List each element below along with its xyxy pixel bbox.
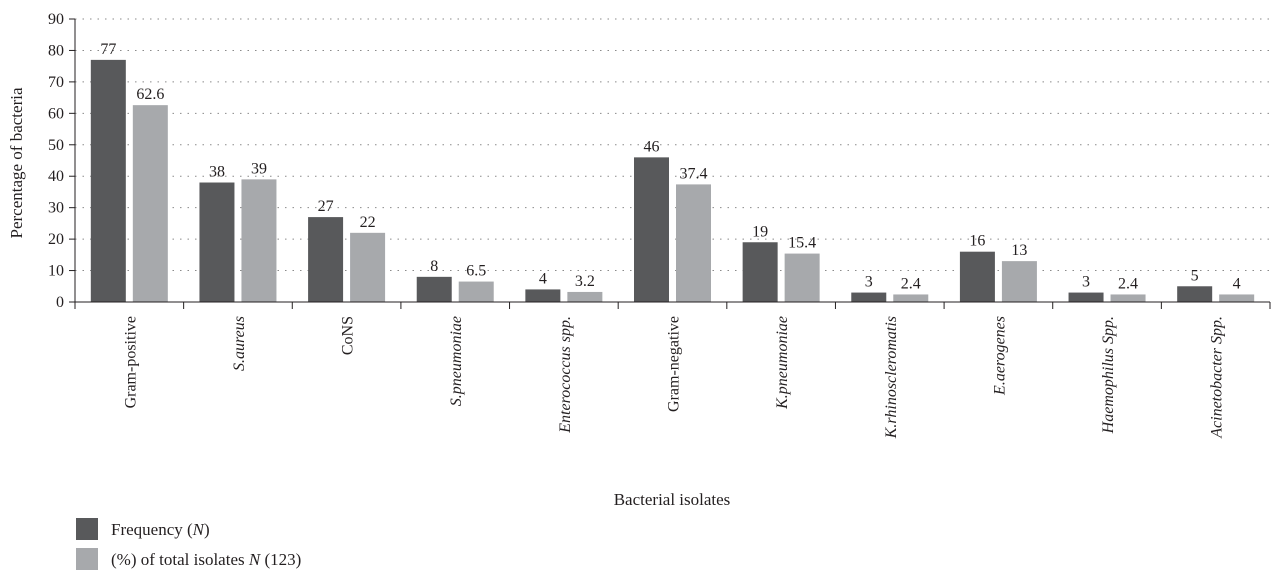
data-label: 4 bbox=[1233, 275, 1241, 292]
legend-swatch bbox=[76, 518, 98, 540]
x-tick-label: S.pneumoniae bbox=[448, 316, 465, 406]
bar-series2 bbox=[567, 291, 603, 302]
bar-series2 bbox=[1001, 261, 1037, 302]
value-labels: 77 62.6 38 39 27 22 8 6.5 4 3.2 46 37.4 19 15.4 3 2.4 16… bbox=[100, 41, 1240, 293]
bar-series2 bbox=[676, 184, 711, 302]
bar-series1 bbox=[416, 276, 452, 302]
x-tick-label: E.aerogenes bbox=[991, 316, 1008, 396]
axes bbox=[69, 18, 1271, 309]
y-tick-label: 90 bbox=[48, 11, 64, 28]
x-axis-title: Bacterial isolates bbox=[614, 490, 731, 509]
bar-series2 bbox=[132, 105, 168, 302]
x-tick-label: Acinetobacter Spp. bbox=[1209, 316, 1226, 439]
data-label: 5 bbox=[1191, 267, 1199, 284]
x-tick-label: Gram-negative bbox=[666, 316, 683, 412]
bar-series1 bbox=[1177, 286, 1213, 302]
data-label: 38 bbox=[209, 164, 225, 181]
bar-series1 bbox=[308, 217, 344, 302]
legend: Frequency (N) (%) of total isolates N (12… bbox=[76, 518, 301, 570]
y-tick-label: 10 bbox=[48, 263, 64, 280]
y-tick-labels: 0 10 20 30 40 50 60 70 80 90 bbox=[48, 11, 64, 311]
y-tick-label: 0 bbox=[56, 294, 64, 311]
y-tick-label: 70 bbox=[48, 74, 64, 91]
y-tick-label: 30 bbox=[48, 200, 64, 217]
y-tick-label: 50 bbox=[48, 137, 64, 154]
bar-series1 bbox=[90, 59, 126, 302]
y-tick-label: 60 bbox=[48, 105, 64, 122]
x-tick-label: CoNS bbox=[340, 316, 357, 355]
bar-series1 bbox=[634, 157, 669, 302]
x-tick-label: S.aureus bbox=[231, 316, 248, 371]
data-label: 22 bbox=[360, 214, 376, 231]
bar-series1 bbox=[199, 182, 235, 302]
data-label: 16 bbox=[969, 233, 985, 250]
data-label: 39 bbox=[251, 160, 267, 177]
data-label: 37.4 bbox=[680, 165, 708, 182]
x-tick-label: Enterococcus spp. bbox=[557, 316, 574, 434]
bar-series1 bbox=[742, 242, 778, 302]
data-label: 46 bbox=[644, 138, 660, 155]
bar-series1 bbox=[1068, 292, 1104, 302]
bar-series2 bbox=[1219, 294, 1255, 302]
bar-series1 bbox=[851, 292, 887, 302]
bar-series2 bbox=[350, 232, 386, 302]
legend-label: Frequency (N) bbox=[111, 520, 210, 539]
data-label: 2.4 bbox=[1118, 275, 1138, 292]
bar-series1 bbox=[959, 251, 995, 302]
bar-series2 bbox=[784, 253, 820, 302]
legend-label: (%) of total isolates N (123) bbox=[111, 550, 301, 569]
category-labels: Gram-positive S.aureus CoNS S.pneumoniae Ent… bbox=[122, 316, 1225, 439]
bar-series1 bbox=[525, 289, 561, 302]
x-tick-label: Haemophilus Spp. bbox=[1100, 316, 1117, 434]
data-label: 2.4 bbox=[901, 275, 921, 292]
y-tick-label: 20 bbox=[48, 231, 64, 248]
data-label: 77 bbox=[100, 41, 116, 58]
legend-swatch bbox=[76, 548, 98, 570]
data-label: 4 bbox=[539, 270, 547, 287]
x-tick-label: Gram-positive bbox=[122, 316, 139, 408]
x-tick-label: K.rhinoscleromatis bbox=[883, 316, 900, 439]
x-tick-label: K.pneumoniae bbox=[774, 316, 791, 410]
data-label: 13 bbox=[1011, 242, 1027, 259]
data-label: 3.2 bbox=[575, 273, 595, 290]
y-tick-label: 80 bbox=[48, 42, 64, 59]
bar-series2 bbox=[458, 281, 494, 302]
y-axis-title: Percentage of bacteria bbox=[7, 87, 26, 238]
data-label: 62.6 bbox=[136, 86, 164, 103]
y-tick-label: 40 bbox=[48, 168, 64, 185]
bar-series2 bbox=[893, 294, 929, 302]
bar-series2 bbox=[241, 179, 277, 302]
data-label: 6.5 bbox=[466, 263, 486, 280]
data-label: 27 bbox=[318, 198, 334, 215]
bar-series2 bbox=[1110, 294, 1146, 302]
data-label: 8 bbox=[430, 258, 438, 275]
data-label: 19 bbox=[752, 223, 768, 240]
bars bbox=[90, 59, 1255, 302]
data-label: 3 bbox=[1082, 274, 1090, 291]
data-label: 3 bbox=[865, 274, 873, 291]
data-label: 15.4 bbox=[788, 235, 816, 252]
